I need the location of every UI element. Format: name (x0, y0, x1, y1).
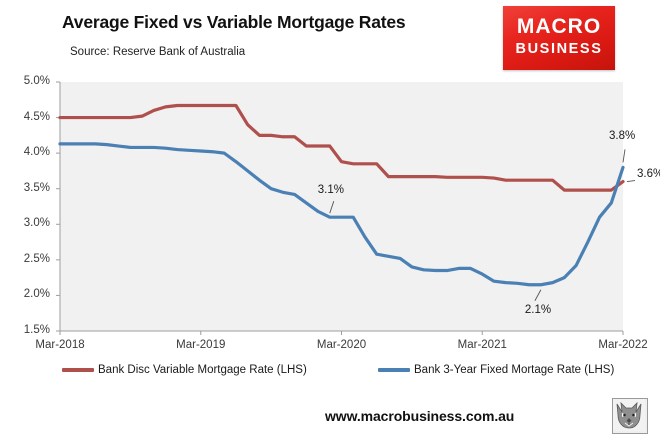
x-axis-label: Mar-2018 (35, 339, 85, 351)
y-axis-label: 4.5% (23, 110, 50, 123)
chart-legend: Bank Disc Variable Mortgage Rate (LHS) Ba… (0, 362, 660, 384)
legend-item-2[interactable]: Bank 3-Year Fixed Mortage Rate (LHS) (378, 364, 614, 376)
data-label: 2.1% (524, 303, 552, 316)
legend-label: Bank 3-Year Fixed Mortage Rate (LHS) (414, 364, 615, 376)
annotation-leader (622, 149, 626, 163)
x-axis-label: Mar-2020 (316, 339, 367, 351)
annotation-leader (329, 201, 335, 214)
legend-label: Bank Disc Variable Mortgage Rate (LHS) (98, 364, 307, 376)
series-line-2 (58, 142, 625, 287)
plot-background (60, 82, 623, 331)
chart-svg (56, 81, 636, 335)
y-axis-label: 5.0% (23, 75, 50, 87)
legend-swatch-icon (62, 368, 94, 372)
annotation-leader (534, 289, 542, 301)
x-axis-label: Mar-2019 (176, 339, 226, 351)
x-axis-label: Mar-2022 (598, 339, 648, 351)
y-axis-label: 1.5% (23, 324, 50, 336)
wolf-head-icon (612, 398, 648, 434)
footer-url[interactable]: www.macrobusiness.com.au (325, 408, 515, 424)
y-axis-label: 4.0% (23, 146, 50, 159)
data-label: 3.6% (637, 167, 660, 180)
annotation-leader (626, 180, 636, 183)
y-axis-label: 2.0% (23, 288, 50, 301)
y-axis-label: 3.5% (23, 181, 50, 194)
y-axis-label: 2.5% (23, 252, 50, 265)
page-title: Average Fixed vs Variable Mortgage Rates (62, 12, 406, 32)
y-axis-label: 3.0% (23, 217, 50, 230)
logo-line-business: BUSINESS (515, 41, 603, 57)
legend-item-1[interactable]: Bank Disc Variable Mortgage Rate (LHS) (62, 364, 307, 376)
macrobusiness-logo: MACRO BUSINESS (503, 6, 615, 70)
x-axis-label: Mar-2021 (457, 339, 507, 351)
logo-line-macro: MACRO (516, 15, 602, 38)
legend-swatch-icon (378, 368, 410, 372)
data-label: 3.8% (609, 130, 636, 143)
chart-plot-region: 5.0% 4.5% 4.0% 3.5% 3.0% 2.5% 2.0% 1.5% Mar-2018… (0, 72, 660, 350)
chart-source-note: Source: Reserve Bank of Australia (70, 46, 246, 58)
series-line-1 (58, 103, 625, 192)
data-label: 3.1% (317, 184, 344, 197)
